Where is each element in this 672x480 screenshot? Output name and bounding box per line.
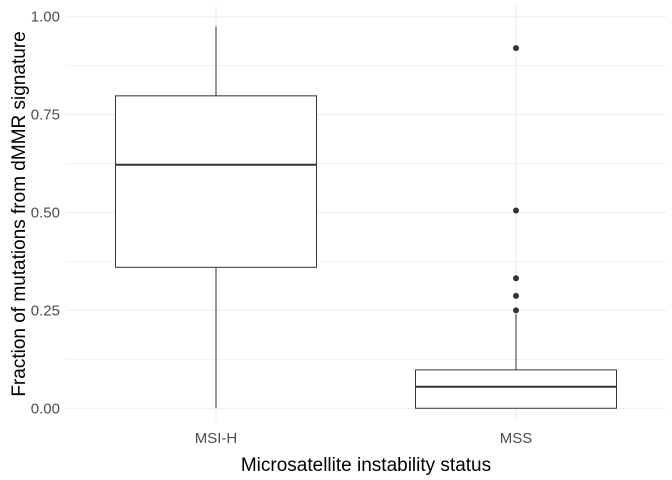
y-tick-label: 1.00	[31, 9, 60, 26]
outlier-point	[513, 307, 519, 314]
x-tick-label: MSI-H	[195, 430, 238, 447]
y-axis-title: Fraction of mutations from dMMR signatur…	[9, 31, 30, 396]
box-group	[415, 45, 617, 409]
box-series	[115, 26, 617, 409]
outlier-point	[513, 292, 519, 299]
x-tick-label: MSS	[500, 430, 533, 447]
y-axis-ticks: 0.00 0.25 0.50 0.75 1.00	[31, 9, 60, 418]
y-tick-label: 0.25	[31, 302, 60, 319]
outlier-point	[513, 207, 519, 214]
box-rect	[415, 369, 617, 409]
box-rect	[115, 95, 317, 268]
box-group	[115, 26, 317, 409]
y-tick-label: 0.00	[31, 400, 60, 417]
outlier-point	[513, 275, 519, 282]
y-tick-label: 0.75	[31, 107, 60, 124]
x-axis-title: Microsatellite instability status	[241, 455, 491, 476]
y-tick-label: 0.50	[31, 205, 60, 222]
outlier-point	[513, 45, 519, 52]
x-axis-ticks: MSI-H MSS	[195, 430, 533, 447]
